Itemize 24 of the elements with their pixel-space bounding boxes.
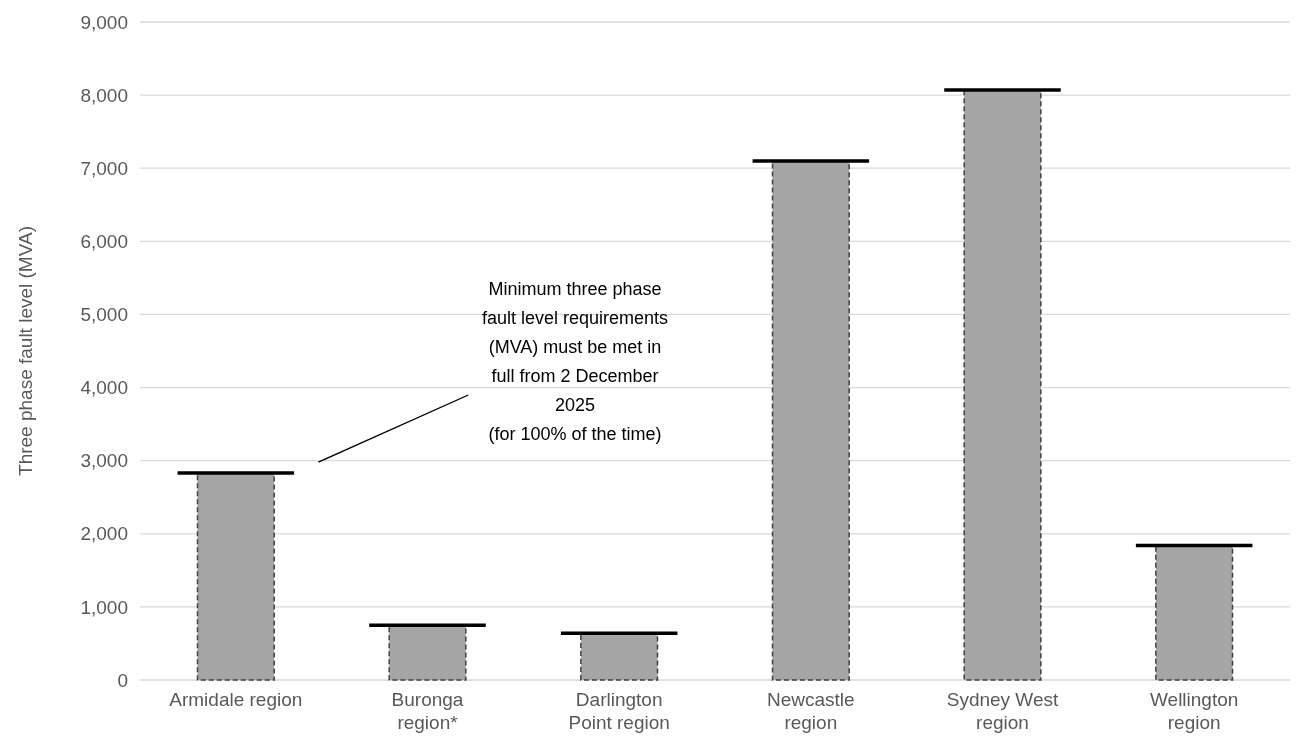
y-tick-label: 4,000: [80, 377, 128, 399]
y-tick-label: 9,000: [80, 11, 128, 33]
y-tick-label: 1,000: [80, 596, 128, 618]
x-tick-label: Buronga region*: [391, 689, 464, 733]
bar: [580, 632, 659, 681]
y-tick-label: 0: [117, 669, 128, 691]
bar: [771, 160, 850, 681]
x-tick-label: Wellington region: [1149, 689, 1239, 733]
y-tick-label: 5,000: [80, 304, 128, 326]
y-tick-label: 3,000: [80, 450, 128, 472]
bar: [963, 89, 1042, 681]
x-tick-label: Darlington Point region: [568, 689, 670, 733]
bar: [1155, 544, 1234, 681]
y-tick-label: 6,000: [80, 230, 128, 252]
x-tick-label: Armidale region: [169, 689, 303, 710]
y-tick-label: 8,000: [80, 84, 128, 106]
y-tick-label: 7,000: [80, 157, 128, 179]
bar: [388, 624, 467, 681]
annotation: Minimum three phase fault level requirements (MVA) must be met in full from 2 December 2025 (for 100% of the time): [481, 279, 669, 444]
x-tick-label: Newcastle region: [767, 689, 855, 733]
y-axis-title: Three phase fault level (MVA): [15, 226, 36, 476]
x-tick-label: Sydney West region: [946, 689, 1060, 733]
bar: [196, 472, 275, 681]
y-tick-label: 2,000: [80, 523, 128, 545]
